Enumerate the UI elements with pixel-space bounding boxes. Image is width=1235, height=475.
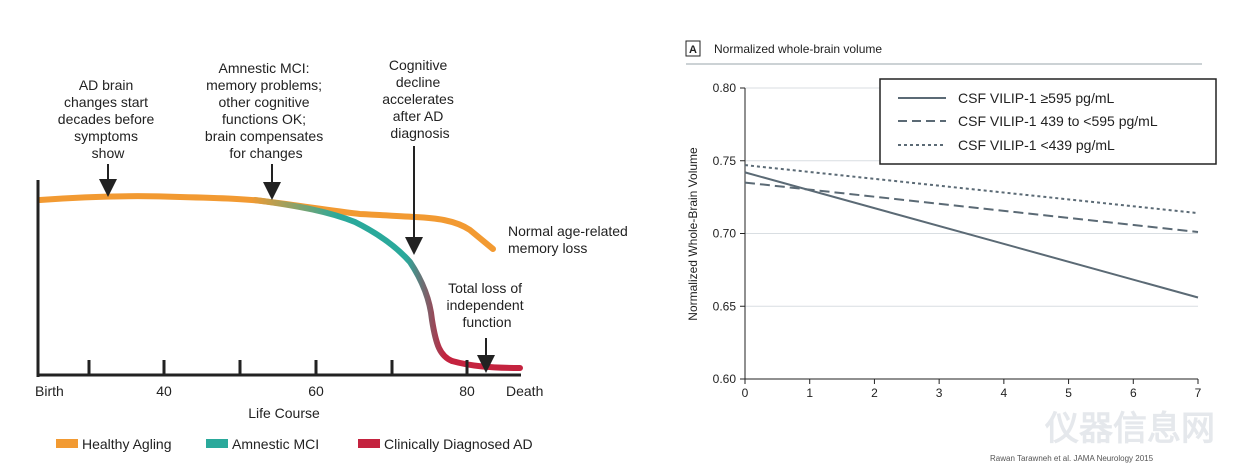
series-line-high [744,171,1199,299]
tick-label-80: 80 [459,383,475,399]
tick-label-40: 40 [156,383,172,399]
y-axis-label: Normalized Whole-Brain Volume [686,147,700,321]
y-tick-label-2: 0.70 [713,227,737,241]
legend-swatch-amnestic-mci [206,439,228,448]
legend-swatch-clinical-ad [358,439,380,448]
life-course-label: Life Course [248,405,320,421]
legend-label-healthy-aging: Healthy Agling [82,436,172,452]
legend-label-amnestic-mci: Amnestic MCI [232,436,319,452]
life-course-ticks [87,360,469,375]
x-tick-label-7: 7 [1195,386,1202,400]
legend-box [879,78,1217,165]
series-line-mid [744,181,1199,234]
x-tick-label-4: 4 [1001,386,1008,400]
birth-label: Birth [35,383,64,399]
legend-label-clinical-ad: Clinically Diagnosed AD [384,436,533,452]
y-tick-label-3: 0.75 [713,154,737,168]
y-tick-label-1: 0.65 [713,299,737,313]
tick-labels: 0.60 0.65 0.70 0.75 0.80 0 1 2 3 4 5 6 7 [713,81,1202,400]
annotation-total-loss: Total loss of independent function [447,280,528,330]
annotation-cognitive-decline: Cognitive decline accelerates after AD d… [382,57,457,141]
normal-memory-loss-label: Normal age-related memory loss [508,223,632,256]
y-tick-label-4: 0.80 [713,81,737,95]
brain-volume-chart: A Normalized whole-brain volume 0.60 0.65… [685,40,1217,463]
x-tick-label-5: 5 [1065,386,1072,400]
annotation-ad-brain-changes: AD brain changes start decades before sy… [58,77,158,161]
death-label: Death [506,383,543,399]
legend-label-mid: CSF VILIP-1 439 to <595 pg/mL [958,113,1158,129]
decline-curve [252,197,455,364]
legend-label-high: CSF VILIP-1 ≥595 pg/mL [958,90,1115,106]
x-tick-label-3: 3 [936,386,943,400]
annotation-amnestic-mci: Amnestic MCI: memory problems; other cog… [205,60,327,161]
x-tick-label-1: 1 [806,386,813,400]
x-tick-label-0: 0 [742,386,749,400]
panel-label-box [685,40,701,57]
legend-swatch-healthy-aging [56,439,78,448]
credit-text: Rawan Tarawneh et al. JAMA Neurology 201… [990,454,1154,463]
series-line-low [744,164,1199,215]
y-tick-label-0: 0.60 [713,372,737,386]
tick-label-60: 60 [308,383,324,399]
panel-label: A [689,44,697,56]
axes [740,87,1199,384]
legend-label-low: CSF VILIP-1 <439 pg/mL [958,137,1115,153]
chart-title: Normalized whole-brain volume [714,42,882,56]
x-tick-label-2: 2 [871,386,878,400]
life-course-diagram: Birth 40 60 80 Death Life Course AD brai… [35,57,632,452]
left-legend: Healthy Agling Amnestic MCI Clinically D… [56,436,533,452]
x-tick-label-6: 6 [1130,386,1137,400]
chart-legend: CSF VILIP-1 ≥595 pg/mL CSF VILIP-1 439 t… [879,78,1217,165]
series-lines [744,164,1199,299]
watermark: 仪器信息网 [1044,409,1215,448]
